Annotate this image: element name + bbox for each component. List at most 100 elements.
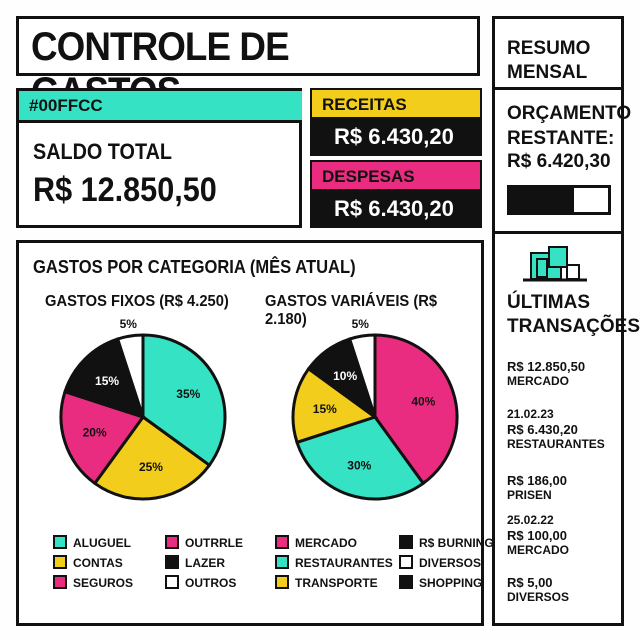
expense-label: DESPESAS <box>312 162 480 192</box>
legend-swatch <box>165 555 179 569</box>
legend-item: SEGUROS <box>53 575 133 590</box>
budget-progress-fill <box>510 188 574 212</box>
pie-slice <box>295 415 426 501</box>
transaction-amount: R$ 6.430,20 <box>507 422 578 437</box>
transaction-description: DIVERSOS <box>507 590 570 604</box>
balance-color-tag: #00FFCC <box>19 91 302 123</box>
pie-slice-label: 15% <box>95 374 119 388</box>
budget-progress-bar <box>507 185 611 215</box>
pie-slice-label: 25% <box>139 460 163 474</box>
transaction-description: RESTAURANTES <box>507 437 605 451</box>
legend-item: CONTAS <box>53 555 123 570</box>
transaction-amount: R$ 100,00 <box>507 528 567 543</box>
pie-slice <box>291 366 379 445</box>
fixed-expenses-legend: ALUGUEL OUTRRLE CONTAS LAZER SEGUROS OUTROS <box>53 535 253 601</box>
pie-slice <box>373 333 459 486</box>
legend-label: ALUGUEL <box>73 536 131 550</box>
income-value: R$ 6.430,20 <box>312 120 480 156</box>
legend-label: LAZER <box>185 556 225 570</box>
transaction-description: PRISEN <box>507 488 552 502</box>
legend-item: OUTRRLE <box>165 535 243 550</box>
legend-label: MERCADO <box>295 536 357 550</box>
divider <box>492 87 624 90</box>
legend-swatch <box>53 575 67 589</box>
balance-card: #00FFCC SALDO TOTAL R$ 12.850,50 <box>16 88 302 228</box>
category-title: GASTOS POR CATEGORIA (MÊS ATUAL) <box>33 257 356 277</box>
legend-item: MERCADO <box>275 535 357 550</box>
fixed-expenses-pie: 35% 25% 20% 15% 5% <box>59 317 227 501</box>
pie-slice-label: 35% <box>176 387 200 401</box>
legend-swatch <box>165 575 179 589</box>
legend-label: RESTAURANTES <box>295 556 393 570</box>
income-card: RECEITAS R$ 6.430,20 <box>310 88 482 156</box>
legend-item: TRANSPORTE <box>275 575 378 590</box>
legend-swatch <box>275 575 289 589</box>
pie-slice-label: 15% <box>313 402 337 416</box>
divider <box>492 231 624 234</box>
legend-item: SHOPPING <box>399 575 482 590</box>
pie-slice <box>115 333 145 418</box>
pie-slice-label: 40% <box>411 394 435 408</box>
legend-swatch <box>165 535 179 549</box>
balance-value: R$ 12.850,50 <box>33 171 217 209</box>
legend-item: R$ BURNING <box>399 535 494 550</box>
transaction-description: MERCADO <box>507 374 569 388</box>
legend-swatch <box>399 535 413 549</box>
transaction-amount: R$ 12.850,50 <box>507 359 586 374</box>
legend-label: SHOPPING <box>419 576 483 590</box>
transaction-amount: R$ 5,00 <box>507 575 553 590</box>
legend-swatch <box>53 555 67 569</box>
transactions-title: ÚLTIMAS TRANSAÇÕES <box>507 292 640 337</box>
legend-label: DIVERSOS <box>419 556 482 570</box>
legend-label: R$ BURNING <box>419 536 494 550</box>
legend-item: DIVERSOS <box>399 555 481 570</box>
cash-register-icon <box>523 246 587 282</box>
transaction-date: 21.02.23 <box>507 407 554 421</box>
pie-slice-label: 5% <box>120 317 138 331</box>
legend-item: OUTROS <box>165 575 236 590</box>
pie-slice <box>59 389 146 486</box>
legend-swatch <box>399 555 413 569</box>
legend-label: OUTROS <box>185 576 237 590</box>
variable-expenses-pie: 40% 30% 15% 10% 5% <box>291 317 459 501</box>
pie-slice-label: 20% <box>83 426 107 440</box>
summary-title: RESUMO MENSAL <box>507 38 591 83</box>
expense-value: R$ 6.430,20 <box>312 192 480 228</box>
legend-item: ALUGUEL <box>53 535 131 550</box>
legend-label: TRANSPORTE <box>295 576 378 590</box>
income-label: RECEITAS <box>312 90 480 120</box>
balance-label: SALDO TOTAL <box>33 139 172 164</box>
pie-slice <box>347 333 377 418</box>
legend-label: CONTAS <box>73 556 123 570</box>
legend-label: SEGUROS <box>73 576 134 590</box>
transaction-item[interactable]: R$ 5,00 DIVERSOS <box>507 575 621 605</box>
variable-expenses-legend: MERCADO R$ BURNING RESTAURANTES DIVERSOS TRA… <box>275 535 494 601</box>
transaction-date: 25.02.22 <box>507 513 554 527</box>
monthly-summary-panel: RESUMO MENSAL ORÇAMENTO RESTANTE: R$ 6.4… <box>492 16 640 626</box>
budget-label: ORÇAMENTO RESTANTE: <box>507 103 632 149</box>
legend-swatch <box>53 535 67 549</box>
fixed-expenses-title: GASTOS FIXOS (R$ 4.250) <box>45 293 229 310</box>
budget-value: R$ 6.420,30 <box>507 151 611 172</box>
pie-slice-label: 5% <box>352 317 370 331</box>
transaction-amount: R$ 186,00 <box>507 473 567 488</box>
legend-label: OUTRRLE <box>185 536 243 550</box>
legend-item: LAZER <box>165 555 225 570</box>
pie-slice-label: 10% <box>333 369 357 383</box>
pie-slice <box>141 333 227 468</box>
legend-swatch <box>399 575 413 589</box>
variable-expenses-title: GASTOS VARIÁVEIS (R$ 2.180) <box>265 293 438 328</box>
legend-item: RESTAURANTES <box>275 555 393 570</box>
legend-swatch <box>275 555 289 569</box>
pie-slice <box>92 414 212 501</box>
transaction-description: MERCADO <box>507 543 569 557</box>
pie-slice-label: 30% <box>347 458 371 472</box>
title-panel: CONTROLE DE GASTOS <box>16 16 480 114</box>
expense-card: DESPESAS R$ 6.430,20 <box>310 160 482 228</box>
category-panel: GASTOS POR CATEGORIA (MÊS ATUAL) GASTOS … <box>16 240 494 626</box>
transaction-item[interactable]: R$ 186,00 PRISEN <box>507 473 621 503</box>
transaction-item[interactable]: 21.02.23 R$ 6.430,20 RESTAURANTES <box>507 407 621 452</box>
legend-swatch <box>275 535 289 549</box>
transaction-item[interactable]: R$ 12.850,50 MERCADO <box>507 359 621 389</box>
transaction-item[interactable]: 25.02.22 R$ 100,00 MERCADO <box>507 513 621 558</box>
